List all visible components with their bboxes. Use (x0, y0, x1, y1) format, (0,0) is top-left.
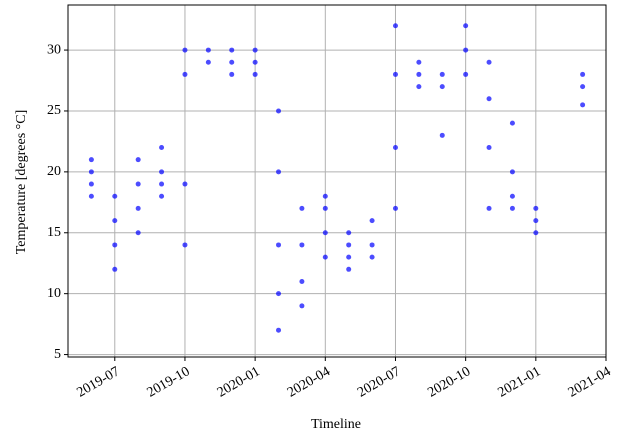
data-point (369, 218, 375, 224)
data-point (159, 145, 165, 151)
data-point (112, 266, 118, 272)
data-point (159, 169, 165, 175)
data-point (252, 59, 258, 65)
data-point (229, 47, 235, 53)
data-point (322, 193, 328, 199)
data-point (205, 47, 211, 53)
data-point (580, 84, 586, 90)
y-axis-label: Temperature [degrees °C] (14, 110, 29, 255)
data-point (88, 169, 94, 175)
data-point (112, 218, 118, 224)
data-point (252, 71, 258, 77)
data-point (182, 71, 188, 77)
data-point (182, 181, 188, 187)
data-point (439, 132, 445, 138)
data-point (486, 59, 492, 65)
data-point (135, 205, 141, 211)
data-point (416, 71, 422, 77)
x-tick-label: 2020-07 (355, 364, 403, 400)
data-point (112, 193, 118, 199)
data-point (229, 59, 235, 65)
data-point (463, 47, 469, 53)
data-point (322, 205, 328, 211)
data-point (135, 181, 141, 187)
data-point (533, 205, 539, 211)
data-point (416, 84, 422, 90)
data-point (509, 193, 515, 199)
data-point (205, 59, 211, 65)
data-point (346, 266, 352, 272)
y-tick-label: 30 (47, 42, 61, 57)
x-tick-label: 2019-07 (74, 364, 122, 400)
data-point (509, 120, 515, 126)
data-point (369, 254, 375, 260)
data-point (159, 193, 165, 199)
data-point (322, 254, 328, 260)
data-point (486, 145, 492, 151)
data-point (159, 181, 165, 187)
data-point (182, 242, 188, 248)
data-point (392, 23, 398, 29)
data-point (416, 59, 422, 65)
data-point (88, 193, 94, 199)
data-point (112, 242, 118, 248)
y-tick-label: 10 (47, 286, 61, 301)
data-point (509, 205, 515, 211)
data-point (299, 205, 305, 211)
plot-frame (67, 4, 607, 358)
x-tick-label: 2020-10 (425, 364, 473, 400)
data-point (229, 71, 235, 77)
data-point (463, 23, 469, 29)
x-tick-label: 2019-10 (145, 364, 193, 400)
data-point (252, 47, 258, 53)
data-point (322, 230, 328, 236)
data-point (533, 230, 539, 236)
x-axis-label: Timeline (311, 417, 361, 432)
data-point (439, 71, 445, 77)
data-point (486, 205, 492, 211)
data-point (346, 230, 352, 236)
data-point (580, 71, 586, 77)
data-point (276, 108, 282, 114)
data-point (276, 291, 282, 297)
x-tick-label: 2020-04 (285, 364, 333, 400)
data-point (135, 230, 141, 236)
x-tick-label: 2021-04 (566, 364, 614, 400)
data-point (346, 242, 352, 248)
data-point (486, 96, 492, 102)
data-point (88, 181, 94, 187)
data-point (533, 218, 539, 224)
data-point (346, 254, 352, 260)
data-point (509, 169, 515, 175)
data-point (88, 157, 94, 163)
data-point (439, 84, 445, 90)
data-point (276, 327, 282, 333)
y-tick-label: 15 (47, 225, 61, 240)
x-tick-label: 2021-01 (496, 364, 544, 400)
data-point (392, 71, 398, 77)
y-tick-label: 5 (54, 347, 61, 362)
y-tick-label: 20 (47, 164, 61, 179)
data-point (369, 242, 375, 248)
data-point (299, 242, 305, 248)
data-point (276, 242, 282, 248)
data-point (135, 157, 141, 163)
data-point (182, 47, 188, 53)
data-point (276, 169, 282, 175)
data-point (392, 205, 398, 211)
data-point (299, 278, 305, 284)
data-point (392, 145, 398, 151)
data-point (580, 102, 586, 108)
x-tick-label: 2020-01 (215, 364, 263, 400)
data-point (463, 71, 469, 77)
y-tick-label: 25 (47, 103, 61, 118)
data-point (299, 303, 305, 309)
